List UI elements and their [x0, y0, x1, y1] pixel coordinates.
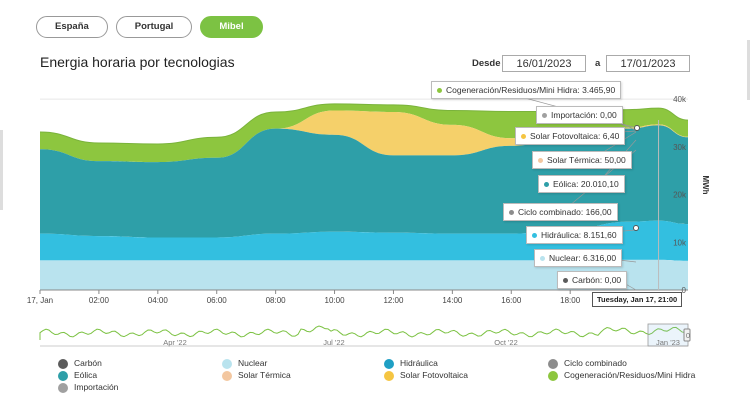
x-tick-label: 12:00: [383, 296, 404, 305]
area-solar-fotovoltaica[interactable]: [40, 110, 688, 163]
tooltip-value: 6,40: [602, 131, 620, 141]
tooltip-dot-icon: [540, 256, 545, 262]
cogeneracion-swatch-icon: [548, 370, 558, 381]
tooltip-time: Tuesday, Jan 17, 21:00: [592, 292, 683, 307]
x-tick-label: 16:00: [501, 296, 522, 305]
top-outline: [39, 103, 689, 145]
right-scroll-edge: [747, 40, 750, 100]
tooltip-dot-icon: [563, 278, 568, 284]
tooltip-value: 166,00: [585, 207, 612, 217]
tooltip-value: 20.010,10: [580, 179, 619, 189]
tooltip-label: Eólica:: [553, 179, 581, 189]
tooltip-item: Hidráulica: 8.151,60: [526, 226, 623, 244]
tooltip-item: Eólica: 20.010,10: [538, 175, 625, 193]
x-tick-label: 18:00: [560, 296, 581, 305]
ciclo-swatch-icon: [548, 358, 558, 369]
navigator-tick-label: Apr '22: [163, 338, 187, 347]
solar-fv-swatch-icon: [384, 370, 394, 381]
x-tick-label: 04:00: [148, 296, 169, 305]
tooltip-label: Solar Térmica:: [547, 155, 605, 165]
nuclear-swatch-icon: [222, 358, 232, 369]
tooltip-item: Ciclo combinado: 166,00: [503, 203, 618, 221]
tooltip-value: 0,00: [604, 275, 622, 285]
navigator-tick-label: Jul '22: [323, 338, 344, 347]
tooltip-label: Solar Fotovoltaica:: [530, 131, 603, 141]
navigator-handle[interactable]: [683, 328, 691, 342]
tab-portugal[interactable]: Portugal: [115, 16, 193, 38]
eolica-swatch-icon: [58, 370, 68, 381]
region-tabs: España Portugal Mibel: [36, 16, 263, 38]
area-nuclear[interactable]: [40, 259, 688, 290]
legend-item-nuclear[interactable]: Nuclear: [222, 358, 267, 369]
tooltip-item: Solar Fotovoltaica: 6,40: [515, 127, 626, 145]
carbon-swatch-icon: [58, 358, 68, 369]
hover-marker: [634, 125, 640, 131]
importacion-swatch-icon: [58, 382, 68, 393]
tooltip-dot-icon: [521, 134, 526, 140]
left-scroll-edge: [0, 130, 3, 210]
hidraulica-swatch-icon: [384, 358, 394, 369]
tab-mibel[interactable]: Mibel: [200, 16, 263, 38]
navigator-tick-label: Jan '23: [656, 338, 680, 347]
tooltip-dot-icon: [544, 182, 549, 188]
tooltip-value: 6.316,00: [583, 253, 617, 263]
y-tick-label: 30k: [673, 143, 687, 152]
tooltip-label: Ciclo combinado:: [518, 207, 586, 217]
date-to-input[interactable]: [606, 55, 690, 72]
page-title: Energia horaria por tecnologias: [40, 54, 235, 70]
tooltip-item: Nuclear: 6.316,00: [534, 249, 623, 267]
tooltip-dot-icon: [437, 88, 442, 94]
x-tick-label: 10:00: [325, 296, 346, 305]
legend-item-importacion[interactable]: Importación: [58, 382, 118, 393]
hover-marker: [633, 225, 639, 231]
tooltip-dot-icon: [542, 113, 547, 119]
tooltip-item: Solar Térmica: 50,00: [532, 151, 632, 169]
x-tick-label: 17, Jan: [27, 296, 53, 305]
tooltip-value: 8.151,60: [583, 230, 617, 240]
y-tick-label: 10k: [673, 238, 687, 247]
tooltip-value: 50,00: [604, 155, 626, 165]
desde-label: Desde: [472, 58, 501, 69]
navigator-series: [39, 325, 689, 340]
tooltip-item: Carbón: 0,00: [557, 271, 628, 289]
y-axis-title: MWh: [701, 175, 710, 194]
y-tick-label: 40k: [673, 95, 687, 104]
tooltip-label: Hidráulica:: [541, 230, 584, 240]
tooltip-item: Cogeneración/Residuos/Mini Hidra: 3.465,…: [431, 81, 622, 99]
tooltip-dot-icon: [509, 210, 514, 216]
legend-item-solar-fv[interactable]: Solar Fotovoltaica: [384, 370, 468, 381]
legend-item-cogeneracion[interactable]: Cogeneración/Residuos/Mini Hidra: [548, 370, 695, 381]
tab-espana[interactable]: España: [36, 16, 108, 38]
legend-item-ciclo-combinado[interactable]: Ciclo combinado: [548, 358, 627, 369]
navigator-max-label: 0: [686, 331, 690, 340]
x-tick-label: 14:00: [442, 296, 463, 305]
x-tick-label: 06:00: [207, 296, 228, 305]
x-tick-label: 02:00: [89, 296, 110, 305]
tooltip-label: Cogeneración/Residuos/Mini Hidra:: [446, 85, 583, 95]
y-tick-label: 20k: [673, 191, 687, 200]
tooltip-label: Importación:: [551, 110, 601, 120]
tooltip-value: 0,00: [600, 110, 617, 120]
x-tick-label: 08:00: [266, 296, 287, 305]
area-hidraulica[interactable]: [40, 220, 688, 261]
tooltip-dot-icon: [532, 233, 537, 239]
navigator-tick-label: Oct '22: [494, 338, 518, 347]
tooltip-label: Nuclear:: [549, 253, 584, 263]
a-label: a: [595, 58, 601, 69]
legend-item-eolica[interactable]: Eólica: [58, 370, 97, 381]
tooltip-value: 3.465,90: [582, 85, 616, 95]
tooltip-dot-icon: [538, 158, 543, 164]
legend-item-solar-termica[interactable]: Solar Térmica: [222, 370, 291, 381]
tooltip-label: Carbón:: [572, 275, 605, 285]
legend-item-hidraulica[interactable]: Hidráulica: [384, 358, 438, 369]
tooltip-item: Importación: 0,00: [536, 106, 623, 124]
solar-termica-swatch-icon: [222, 370, 232, 381]
area-cogeneracion[interactable]: [40, 103, 688, 163]
date-from-input[interactable]: [502, 55, 586, 72]
legend-item-carbon[interactable]: Carbón: [58, 358, 102, 369]
y-tick-label: 0: [682, 286, 687, 295]
